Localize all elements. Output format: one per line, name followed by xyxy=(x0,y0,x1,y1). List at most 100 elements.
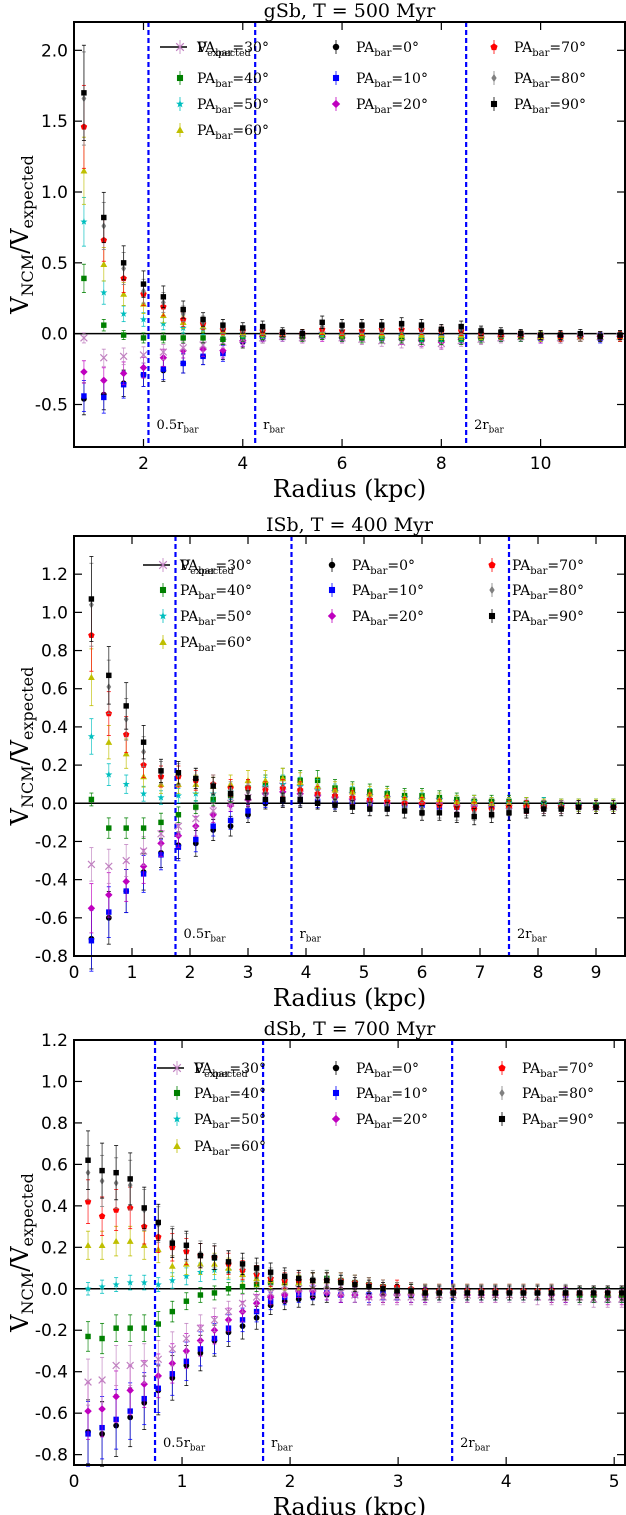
data-point xyxy=(119,369,128,378)
data-point xyxy=(506,810,512,816)
data-point xyxy=(296,1275,302,1282)
y-tick-label: 0.2 xyxy=(41,1238,68,1258)
y-tick-label: -0.4 xyxy=(35,871,68,891)
data-point xyxy=(139,363,148,372)
y-tick-label: 0.4 xyxy=(41,1197,68,1217)
data-point xyxy=(262,796,269,803)
data-point xyxy=(180,306,186,313)
data-point xyxy=(158,819,164,826)
data-point xyxy=(520,1290,527,1296)
data-point xyxy=(534,1290,541,1296)
bar-radius-label: 0.5rbar xyxy=(184,927,227,945)
data-point xyxy=(155,1219,161,1226)
data-point xyxy=(112,1361,120,1370)
data-point xyxy=(126,1361,135,1370)
data-point xyxy=(101,394,107,401)
data-point xyxy=(98,1376,106,1384)
data-point xyxy=(126,1278,134,1286)
chart-title: ISb, T = 400 Myr xyxy=(266,514,434,536)
legend: Vexpected PAbar=0° PAbar=10° PAbar=20° PAbar… xyxy=(157,1061,594,1158)
x-tick-label: 1 xyxy=(127,963,138,983)
data-point xyxy=(575,804,582,810)
legend-label: PAbar=30° xyxy=(180,558,252,577)
data-point xyxy=(419,810,425,816)
data-point xyxy=(211,1254,218,1261)
data-point xyxy=(193,836,199,843)
x-tick-label: 3 xyxy=(243,963,254,983)
series-20deg xyxy=(84,1283,626,1440)
legend-label: PAbar=60° xyxy=(197,123,269,142)
legend-label: PAbar=10° xyxy=(352,583,424,602)
data-point xyxy=(619,1290,625,1296)
data-point xyxy=(127,1176,133,1182)
legend-label: PAbar=80° xyxy=(522,1086,594,1105)
data-point xyxy=(240,325,246,331)
x-tick-label: 3 xyxy=(393,1472,404,1492)
y-tick-label: -0.6 xyxy=(35,909,68,929)
x-tick-label: 4 xyxy=(237,454,248,474)
x-axis-label: Radius (kpc) xyxy=(273,475,426,503)
y-tick-label: 0.6 xyxy=(41,1155,68,1175)
data-point xyxy=(157,793,165,801)
y-tick-label: 0.8 xyxy=(41,1114,68,1134)
data-point xyxy=(140,281,147,287)
legend-label: PAbar=80° xyxy=(512,583,584,602)
y-tick-label: 0.6 xyxy=(41,680,68,700)
data-point xyxy=(209,807,218,815)
legend-label: PAbar=40° xyxy=(197,71,269,90)
data-point xyxy=(123,703,129,709)
y-tick-label: 1.0 xyxy=(41,1072,68,1092)
data-point xyxy=(100,288,108,296)
data-point xyxy=(80,334,88,342)
x-tick-label: 2 xyxy=(285,1472,296,1492)
data-point xyxy=(541,806,547,812)
data-point xyxy=(182,1334,191,1343)
bar-radius-label: 2rbar xyxy=(474,418,504,436)
data-point xyxy=(227,791,234,797)
data-point xyxy=(349,804,356,810)
data-point xyxy=(239,1283,246,1290)
bar-radius-label: rbar xyxy=(300,927,322,945)
legend-label: PAbar=30° xyxy=(197,40,269,59)
legend-label: PAbar=90° xyxy=(514,97,586,116)
chart-panel-2: ISb, T = 400 Myr 0.5rbar rbar 2rbar 0 1 2 3 4 5 6 7… xyxy=(6,514,626,1012)
data-point xyxy=(168,1345,177,1353)
data-point xyxy=(422,1290,428,1296)
series-30deg xyxy=(84,1282,626,1406)
data-point xyxy=(160,335,167,341)
data-point xyxy=(438,326,445,333)
data-point xyxy=(140,825,147,831)
data-point xyxy=(99,1167,105,1174)
x-tick-label: 5 xyxy=(359,963,370,983)
y-tick-label: -0.5 xyxy=(35,396,68,416)
data-point xyxy=(245,794,251,801)
legend-label: PAbar=40° xyxy=(194,1086,266,1105)
y-axis-label: VNCM/Vexpected xyxy=(6,1173,37,1333)
data-point xyxy=(160,366,167,372)
data-point xyxy=(88,596,95,602)
data-point xyxy=(436,810,443,816)
data-point xyxy=(113,1325,119,1331)
x-tick-label: 10 xyxy=(530,454,552,474)
data-point xyxy=(366,1283,372,1290)
x-tick-label: 2 xyxy=(185,963,196,983)
data-point xyxy=(120,310,128,317)
data-point xyxy=(266,1289,275,1297)
data-point xyxy=(101,322,107,328)
data-point xyxy=(98,1405,106,1413)
data-point xyxy=(87,860,96,869)
legend-label: PAbar=0° xyxy=(352,558,415,577)
data-point xyxy=(590,1290,597,1296)
data-point xyxy=(159,348,168,356)
series-90deg xyxy=(81,44,623,342)
x-tick-label: 9 xyxy=(591,963,602,983)
data-point xyxy=(548,1290,555,1296)
data-point xyxy=(576,1290,583,1296)
data-point xyxy=(267,1269,274,1275)
legend-label: PAbar=80° xyxy=(514,71,586,90)
bar-radius-label: rbar xyxy=(263,418,285,436)
y-tick-label: 1.2 xyxy=(41,1031,68,1051)
data-point xyxy=(122,877,130,886)
data-point xyxy=(174,822,183,831)
series-90deg xyxy=(85,1130,625,1301)
